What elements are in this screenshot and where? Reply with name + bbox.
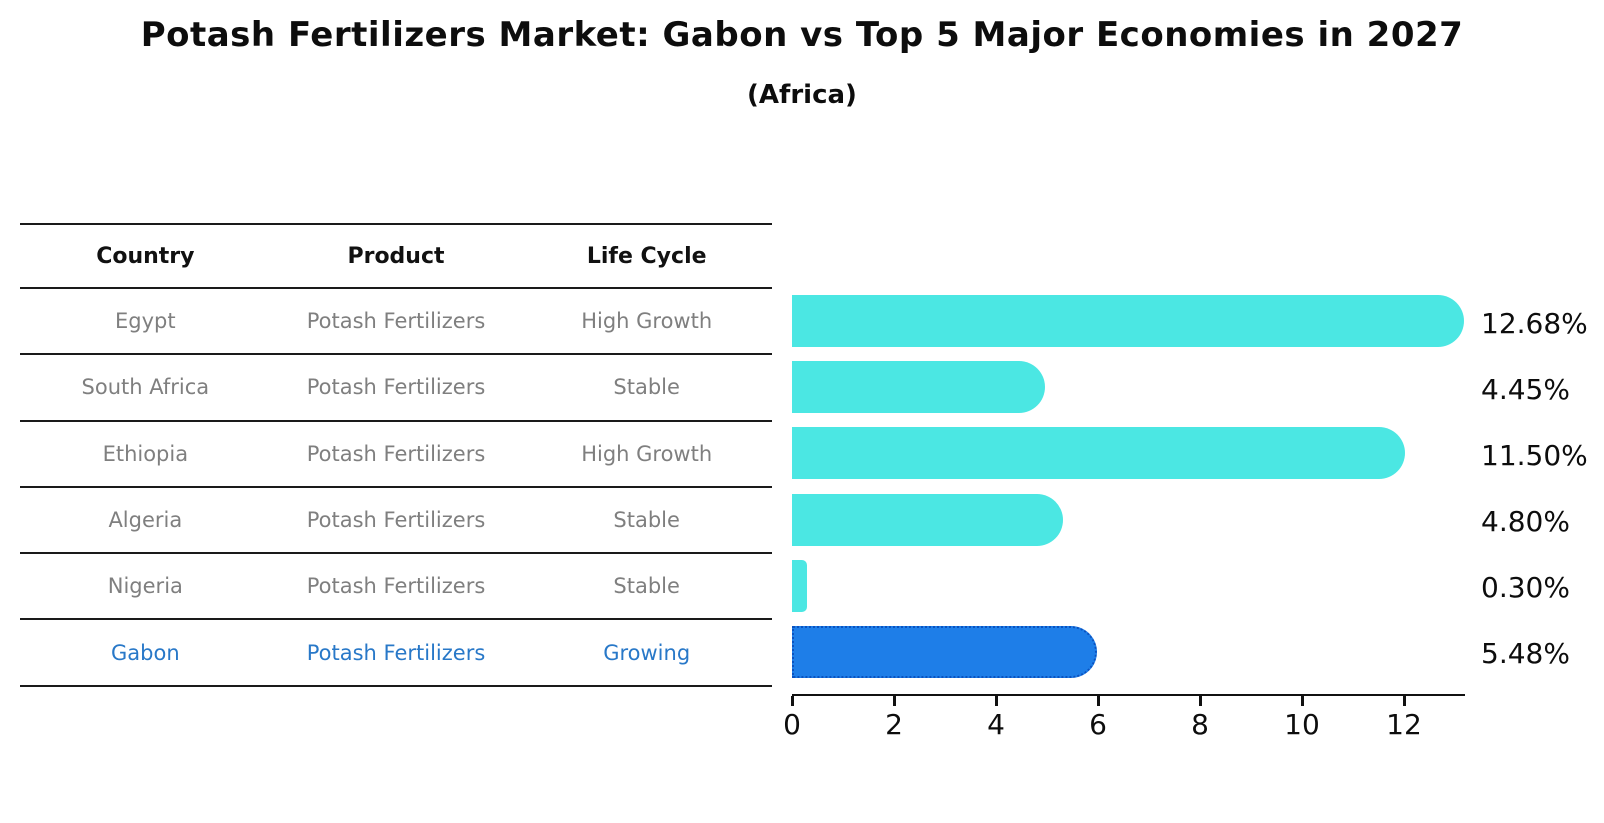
bar-slot-ethiopia (792, 420, 1464, 486)
table-cell-country: Algeria (108, 508, 183, 533)
bar-nigeria (792, 559, 808, 612)
x-axis-tick-8 (1199, 696, 1202, 706)
table-cell-life-cycle: High Growth (581, 309, 713, 334)
bar-slot-egypt (792, 288, 1464, 354)
x-axis-tick-label-2: 2 (885, 708, 903, 741)
table-cell-life-cycle: High Growth (581, 441, 713, 466)
x-axis-tick-label-6: 6 (1089, 708, 1107, 741)
bar-algeria (792, 493, 1063, 546)
x-axis-tick-label-12: 12 (1386, 708, 1422, 741)
x-axis-tick-label-0: 0 (783, 708, 801, 741)
chart-title: Potash Fertilizers Market: Gabon vs Top … (140, 15, 1464, 55)
table-header-country: Country (96, 243, 195, 269)
bar-slot-south-africa (792, 354, 1464, 420)
bar-slot-nigeria (792, 553, 1464, 619)
table-cell-product: Potash Fertilizers (306, 441, 486, 466)
bar-egypt (792, 295, 1464, 348)
table-row-gabon: Gabon Potash Fertilizers Growing (20, 620, 772, 687)
table-header-product: Product (347, 243, 445, 269)
x-axis-tick-label-4: 4 (987, 708, 1005, 741)
table-cell-country: Nigeria (107, 574, 183, 599)
table-cell-life-cycle: Growing (603, 640, 691, 665)
x-axis-tick-6 (1097, 696, 1100, 706)
table-cell-life-cycle: Stable (613, 508, 680, 533)
bar-gabon (792, 625, 1098, 678)
bar-value-label-south-africa: 4.45% (1481, 372, 1570, 406)
table-cell-product: Potash Fertilizers (306, 508, 486, 533)
table-header-row: Country Product Life Cycle (20, 225, 772, 289)
table-cell-life-cycle: Stable (613, 375, 680, 400)
chart-subtitle: (Africa) (747, 80, 857, 110)
bar-value-label-ethiopia: 11.50% (1481, 438, 1588, 472)
x-axis-tick-12 (1403, 696, 1406, 706)
bar-value-label-gabon: 5.48% (1481, 637, 1570, 671)
table-cell-product: Potash Fertilizers (306, 375, 486, 400)
bar-south-africa (792, 361, 1045, 414)
table-cell-country: Ethiopia (102, 441, 189, 466)
table-row-ethiopia: Ethiopia Potash Fertilizers High Growth (20, 422, 772, 488)
bar-value-labels: 12.68% 4.45% 11.50% 4.80% 0.30% 5.48% (1481, 290, 1604, 687)
x-axis-tick-2 (893, 696, 896, 706)
bar-slot-algeria (792, 487, 1464, 553)
table-header-life-cycle: Life Cycle (586, 243, 707, 269)
table-row-egypt: Egypt Potash Fertilizers High Growth (20, 289, 772, 356)
bar-value-label-egypt: 12.68% (1481, 306, 1588, 340)
table-cell-country: South Africa (81, 375, 210, 400)
table-row-nigeria: Nigeria Potash Fertilizers Stable (20, 554, 772, 621)
bar-slot-gabon (792, 619, 1464, 685)
x-axis-tick-4 (995, 696, 998, 706)
bar-value-label-algeria: 4.80% (1481, 505, 1570, 539)
table-cell-product: Potash Fertilizers (306, 640, 486, 665)
comparison-table: Country Product Life Cycle Egypt Potash F… (20, 223, 772, 687)
table-row-algeria: Algeria Potash Fertilizers Stable (20, 488, 772, 555)
x-axis-tick-0 (791, 696, 794, 706)
table-cell-country: Egypt (115, 309, 176, 334)
table-cell-country: Gabon (111, 640, 180, 665)
bar-value-label-nigeria: 0.30% (1481, 571, 1570, 605)
bar-ethiopia (792, 427, 1405, 480)
table-row-south-africa: South Africa Potash Fertilizers Stable (20, 355, 772, 422)
x-axis: 0 2 4 6 8 10 12 (783, 694, 1465, 746)
x-axis-tick-label-8: 8 (1191, 708, 1209, 741)
x-axis-tick-10 (1301, 696, 1304, 706)
table-cell-life-cycle: Stable (613, 574, 680, 599)
x-axis-tick-label-10: 10 (1284, 708, 1320, 741)
table-cell-product: Potash Fertilizers (306, 309, 486, 334)
table-cell-product: Potash Fertilizers (306, 574, 486, 599)
table-body: Egypt Potash Fertilizers High Growth South … (20, 289, 772, 687)
bar-chart-plot-area (792, 288, 1464, 685)
